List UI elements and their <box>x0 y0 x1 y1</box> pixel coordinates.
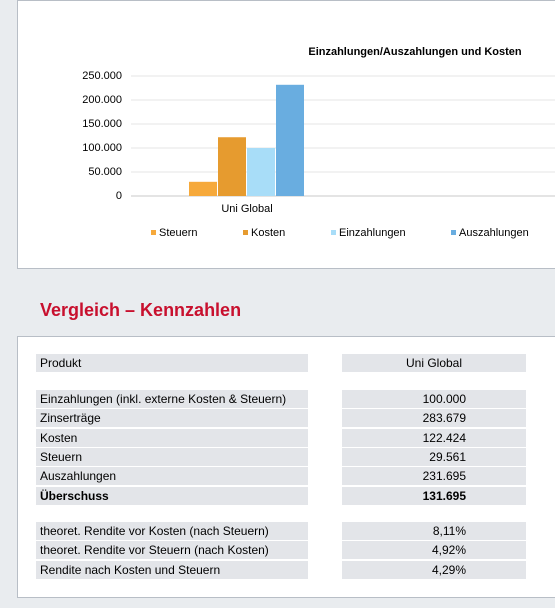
table-cell: 100.000 <box>342 390 526 408</box>
y-tick-label: 200.000 <box>82 94 122 106</box>
table-cell: 4,92% <box>342 541 526 560</box>
section-title: Vergleich – Kennzahlen <box>40 300 242 320</box>
table-cell: 283.679 <box>342 409 526 428</box>
y-tick-label: 0 <box>116 190 122 202</box>
legend-label: Steuern <box>159 227 198 239</box>
legend-swatch <box>243 230 248 235</box>
legend-swatch <box>331 230 336 235</box>
y-tick-label: 150.000 <box>82 118 122 130</box>
legend-label: Einzahlungen <box>339 227 406 239</box>
x-tick-label: Uni Global <box>221 203 272 215</box>
legend-label: Auszahlungen <box>459 227 529 239</box>
table-cell: Auszahlungen <box>36 467 308 486</box>
table-cell: theoret. Rendite vor Kosten (nach Steuer… <box>36 522 308 540</box>
chart-title: Einzahlungen/Auszahlungen und Kosten <box>308 46 522 58</box>
chart: Einzahlungen/Auszahlungen und Kosten 0 50… <box>82 46 555 239</box>
table-cell: Uni Global <box>342 354 526 372</box>
table-cell: 131.695 <box>342 486 526 505</box>
legend-swatch <box>451 230 456 235</box>
y-tick-label: 100.000 <box>82 142 122 154</box>
table-cell: Einzahlungen (inkl. externe Kosten & Ste… <box>36 390 308 408</box>
table-cell: 8,11% <box>342 522 526 540</box>
y-tick-label: 250.000 <box>82 70 122 82</box>
table-cell: Zinserträge <box>36 409 308 428</box>
table-cell: 122.424 <box>342 428 526 447</box>
bar <box>247 148 275 196</box>
table-cell: 29.561 <box>342 447 526 466</box>
table-cell: Überschuss <box>36 486 308 505</box>
legend-swatch <box>151 230 156 235</box>
bar <box>218 137 246 196</box>
table-cell: Produkt <box>36 354 308 372</box>
y-tick-label: 50.000 <box>88 166 122 178</box>
legend-label: Kosten <box>251 227 285 239</box>
table-cell: theoret. Rendite vor Steuern (nach Koste… <box>36 541 308 560</box>
table-cell: Kosten <box>36 428 308 447</box>
chart-panel: Einzahlungen/Auszahlungen und Kosten 0 50… <box>17 0 555 269</box>
table-panel: Produkt Uni Global Einzahlungen (inkl. ext… <box>17 336 555 598</box>
bar <box>276 84 304 196</box>
table-cell: 231.695 <box>342 467 526 486</box>
table-cell: Steuern <box>36 447 308 466</box>
bar <box>189 181 217 196</box>
table-cell: 4,29% <box>342 560 526 579</box>
table-cell: Rendite nach Kosten und Steuern <box>36 560 308 579</box>
